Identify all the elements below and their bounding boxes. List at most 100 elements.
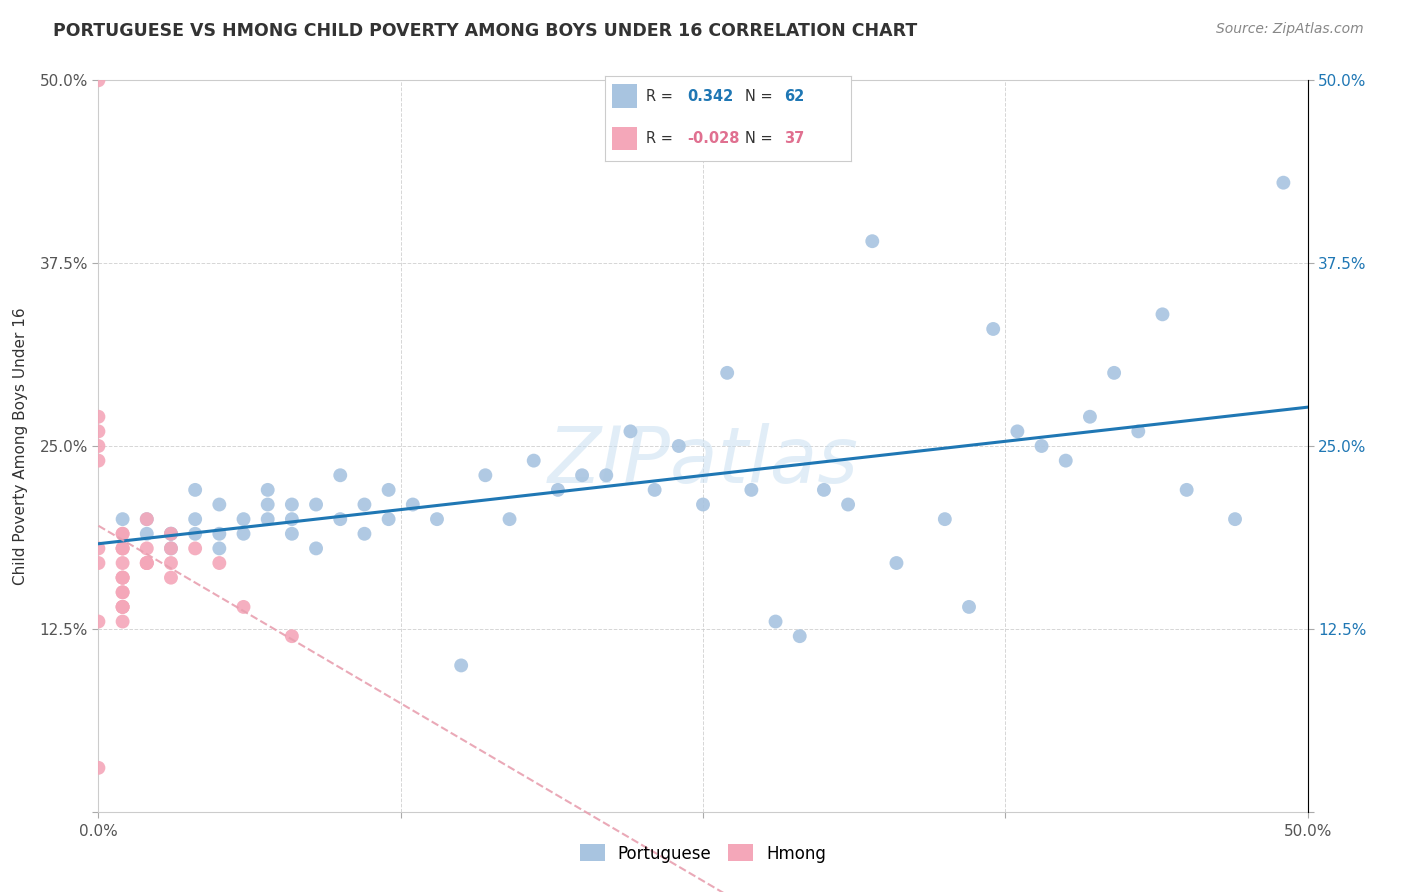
Point xyxy=(111,512,134,526)
Point xyxy=(111,526,134,541)
Point xyxy=(692,498,714,512)
Point xyxy=(111,571,134,585)
Point xyxy=(547,483,569,497)
Point xyxy=(160,571,183,585)
Point xyxy=(87,615,110,629)
Point xyxy=(329,512,352,526)
Point xyxy=(256,498,278,512)
Point xyxy=(498,512,520,526)
Point xyxy=(111,585,134,599)
Point xyxy=(1078,409,1101,424)
Text: PORTUGUESE VS HMONG CHILD POVERTY AMONG BOYS UNDER 16 CORRELATION CHART: PORTUGUESE VS HMONG CHILD POVERTY AMONG … xyxy=(53,22,918,40)
Point xyxy=(523,453,546,467)
Point xyxy=(716,366,738,380)
Point xyxy=(87,425,110,439)
Point xyxy=(87,73,110,87)
Point xyxy=(232,526,254,541)
Point xyxy=(281,512,304,526)
Point xyxy=(111,541,134,556)
Point xyxy=(135,556,157,570)
Point xyxy=(1175,483,1198,497)
Point xyxy=(981,322,1004,336)
Point xyxy=(160,526,183,541)
Point xyxy=(232,512,254,526)
Point xyxy=(184,483,207,497)
Point xyxy=(208,526,231,541)
Point xyxy=(160,541,183,556)
Point xyxy=(1102,366,1125,380)
Point xyxy=(184,526,207,541)
Point xyxy=(402,498,425,512)
Point xyxy=(789,629,811,643)
Point xyxy=(111,599,134,614)
Text: R =: R = xyxy=(647,88,673,103)
Text: R =: R = xyxy=(647,131,673,146)
Point xyxy=(765,615,787,629)
Point xyxy=(135,541,157,556)
Point xyxy=(1152,307,1174,321)
Point xyxy=(135,526,157,541)
Point xyxy=(184,541,207,556)
Point xyxy=(595,468,617,483)
Point xyxy=(111,526,134,541)
Point xyxy=(957,599,980,614)
Point xyxy=(135,556,157,570)
FancyBboxPatch shape xyxy=(612,127,637,151)
Text: N =: N = xyxy=(745,131,772,146)
Point xyxy=(281,526,304,541)
Text: Source: ZipAtlas.com: Source: ZipAtlas.com xyxy=(1216,22,1364,37)
Point xyxy=(208,541,231,556)
Point xyxy=(1128,425,1150,439)
Text: 0.342: 0.342 xyxy=(688,88,734,103)
Point xyxy=(329,468,352,483)
Point xyxy=(87,541,110,556)
Text: N =: N = xyxy=(745,88,772,103)
Point xyxy=(1223,512,1246,526)
Point xyxy=(934,512,956,526)
Point xyxy=(160,541,183,556)
Point xyxy=(1054,453,1077,467)
Point xyxy=(208,498,231,512)
Point xyxy=(160,556,183,570)
Point xyxy=(111,571,134,585)
Point xyxy=(281,498,304,512)
Point xyxy=(450,658,472,673)
Point xyxy=(740,483,762,497)
Point xyxy=(111,541,134,556)
Text: -0.028: -0.028 xyxy=(688,131,740,146)
Point xyxy=(1031,439,1053,453)
Point xyxy=(305,498,328,512)
Point xyxy=(87,556,110,570)
Point xyxy=(160,526,183,541)
Point xyxy=(1007,425,1029,439)
Point xyxy=(111,585,134,599)
Point xyxy=(1272,176,1295,190)
Point xyxy=(232,599,254,614)
Text: 37: 37 xyxy=(785,131,804,146)
Point xyxy=(571,468,593,483)
Point xyxy=(353,498,375,512)
Point xyxy=(87,761,110,775)
Point xyxy=(644,483,666,497)
Point xyxy=(111,541,134,556)
Point xyxy=(208,556,231,570)
Point xyxy=(135,556,157,570)
Point xyxy=(256,512,278,526)
Point xyxy=(377,483,399,497)
Point xyxy=(135,512,157,526)
Point xyxy=(111,556,134,570)
Point xyxy=(87,439,110,453)
Point xyxy=(256,483,278,497)
Point xyxy=(837,498,859,512)
Point xyxy=(886,556,908,570)
Point xyxy=(426,512,449,526)
Point xyxy=(111,571,134,585)
Text: 62: 62 xyxy=(785,88,804,103)
Point xyxy=(111,615,134,629)
Y-axis label: Child Poverty Among Boys Under 16: Child Poverty Among Boys Under 16 xyxy=(14,307,28,585)
Point xyxy=(305,541,328,556)
Point xyxy=(668,439,690,453)
Text: ZIPatlas: ZIPatlas xyxy=(547,423,859,499)
Point xyxy=(377,512,399,526)
Point xyxy=(160,526,183,541)
